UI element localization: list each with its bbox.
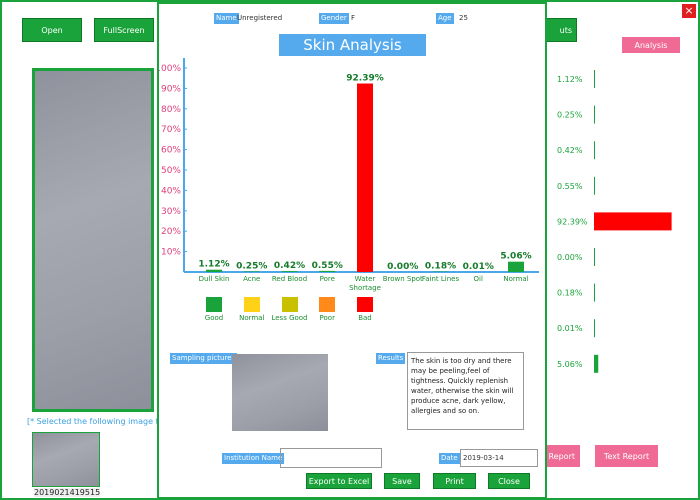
report-dialog: Name Unregistered Gender F Age 25 Skin A…	[157, 2, 547, 498]
side-bar	[594, 176, 595, 195]
side-value-label: 1.12%	[557, 75, 583, 84]
close-icon[interactable]: ×	[682, 4, 696, 18]
legend-swatch	[281, 297, 298, 312]
export-button[interactable]: Export to Excel	[306, 473, 372, 489]
chart-title: Skin Analysis Report	[279, 34, 426, 76]
bar	[243, 271, 260, 272]
value-label: 0.25%	[236, 261, 267, 271]
side-value-label: 5.06%	[557, 360, 583, 369]
category-label: Normal	[503, 275, 529, 283]
sampling-image	[232, 354, 328, 431]
value-label: 0.42%	[274, 261, 305, 271]
category-label: Pore	[319, 275, 335, 283]
bar	[281, 271, 298, 272]
field-label: Name	[214, 13, 239, 24]
category-label: Water Shortage	[349, 275, 381, 292]
value-label: 0.55%	[312, 261, 343, 271]
side-bar	[594, 283, 595, 302]
sampling-label: Sampling pictures	[170, 353, 238, 364]
field-value: Unregistered	[237, 14, 283, 22]
date-input[interactable]: 2019-03-14	[460, 449, 538, 467]
y-tick-label: 60%	[161, 146, 181, 156]
side-bar	[594, 354, 599, 373]
y-tick-label: 20%	[161, 227, 181, 237]
category-label: Acne	[243, 275, 261, 283]
value-label: 0.00%	[387, 262, 418, 272]
side-bar	[594, 141, 595, 160]
legend-swatch	[319, 297, 336, 312]
close-button[interactable]: Close	[488, 473, 530, 489]
field-label: Age	[436, 13, 454, 24]
bar	[508, 261, 524, 272]
category-label: Oil	[473, 275, 483, 283]
results-text[interactable]: The skin is too dry and there may be pee…	[407, 352, 524, 430]
side-value-label: 0.00%	[557, 253, 583, 262]
value-label: 92.39%	[346, 74, 384, 84]
legend-label: Good	[204, 314, 224, 322]
print-button[interactable]: Print	[433, 473, 476, 489]
y-tick-label: 30%	[161, 207, 181, 217]
side-value-label: 0.42%	[557, 146, 583, 155]
bar	[319, 270, 336, 272]
value-label: 0.01%	[463, 262, 494, 272]
field-value: 25	[459, 14, 468, 22]
side-bar	[594, 248, 595, 266]
field-value: F	[351, 14, 356, 22]
y-tick-label: 40%	[161, 186, 181, 196]
bar	[206, 269, 222, 272]
date-label: Date	[439, 453, 460, 464]
institution-label: Institution Name	[222, 453, 285, 464]
legend-swatch	[357, 297, 373, 312]
y-tick-label: 50%	[161, 166, 181, 176]
legend-label: Normal	[239, 314, 265, 322]
y-tick-label: 100%	[159, 64, 181, 74]
side-bar	[594, 105, 595, 124]
bar	[357, 83, 373, 272]
text-report-button[interactable]: Text Report	[595, 445, 658, 467]
side-value-label: 92.39%	[557, 217, 588, 226]
side-bar	[594, 212, 672, 231]
legend-label: Less Good	[271, 314, 308, 322]
save-button[interactable]: Save	[384, 473, 420, 489]
y-tick-label: 10%	[161, 248, 181, 258]
category-label: Faint Lines	[421, 275, 460, 283]
open-button[interactable]: Open	[22, 18, 82, 42]
thumbnail-label: 2019021419515	[34, 488, 101, 497]
y-tick-label: 90%	[161, 84, 181, 94]
results-label: Results	[376, 353, 406, 364]
institution-input[interactable]	[280, 448, 382, 468]
legend-swatch	[243, 297, 260, 312]
legend-label: Poor	[319, 314, 335, 322]
category-label: Red Blood	[271, 275, 308, 283]
hint-text: [* Selected the following image for	[27, 417, 167, 426]
thumbnail[interactable]	[32, 432, 100, 487]
category-label: Brown Spot	[382, 275, 423, 283]
legend-swatch	[206, 297, 222, 312]
side-value-label: 0.18%	[557, 289, 583, 298]
field-label: Gender	[319, 13, 349, 24]
side-value-label: 0.55%	[557, 182, 583, 191]
main-image	[32, 68, 154, 412]
side-panel: 1.12% 0.25% 0.42% 0.55% 92.39% 0.00% 0.18% 0.01…	[557, 70, 672, 373]
y-tick-label: 70%	[161, 125, 181, 135]
value-label: 1.12%	[198, 260, 229, 270]
fullscreen-button[interactable]: FullScreen	[94, 18, 154, 42]
category-label: Dull Skin	[198, 275, 230, 283]
value-label: 0.18%	[425, 262, 456, 272]
chart: 10% 20% 30% 40% 50% 60% 70% 80% 90% 100% 1.12% 0.25…	[159, 58, 539, 273]
side-value-label: 0.25%	[557, 111, 583, 120]
legend-label: Bad	[358, 314, 372, 322]
side-bar	[594, 70, 595, 88]
y-tick-label: 80%	[161, 105, 181, 115]
side-bar	[594, 319, 595, 338]
side-value-label: 0.01%	[557, 324, 583, 333]
analysis-button[interactable]: Analysis	[622, 37, 680, 53]
value-label: 5.06%	[500, 252, 531, 262]
